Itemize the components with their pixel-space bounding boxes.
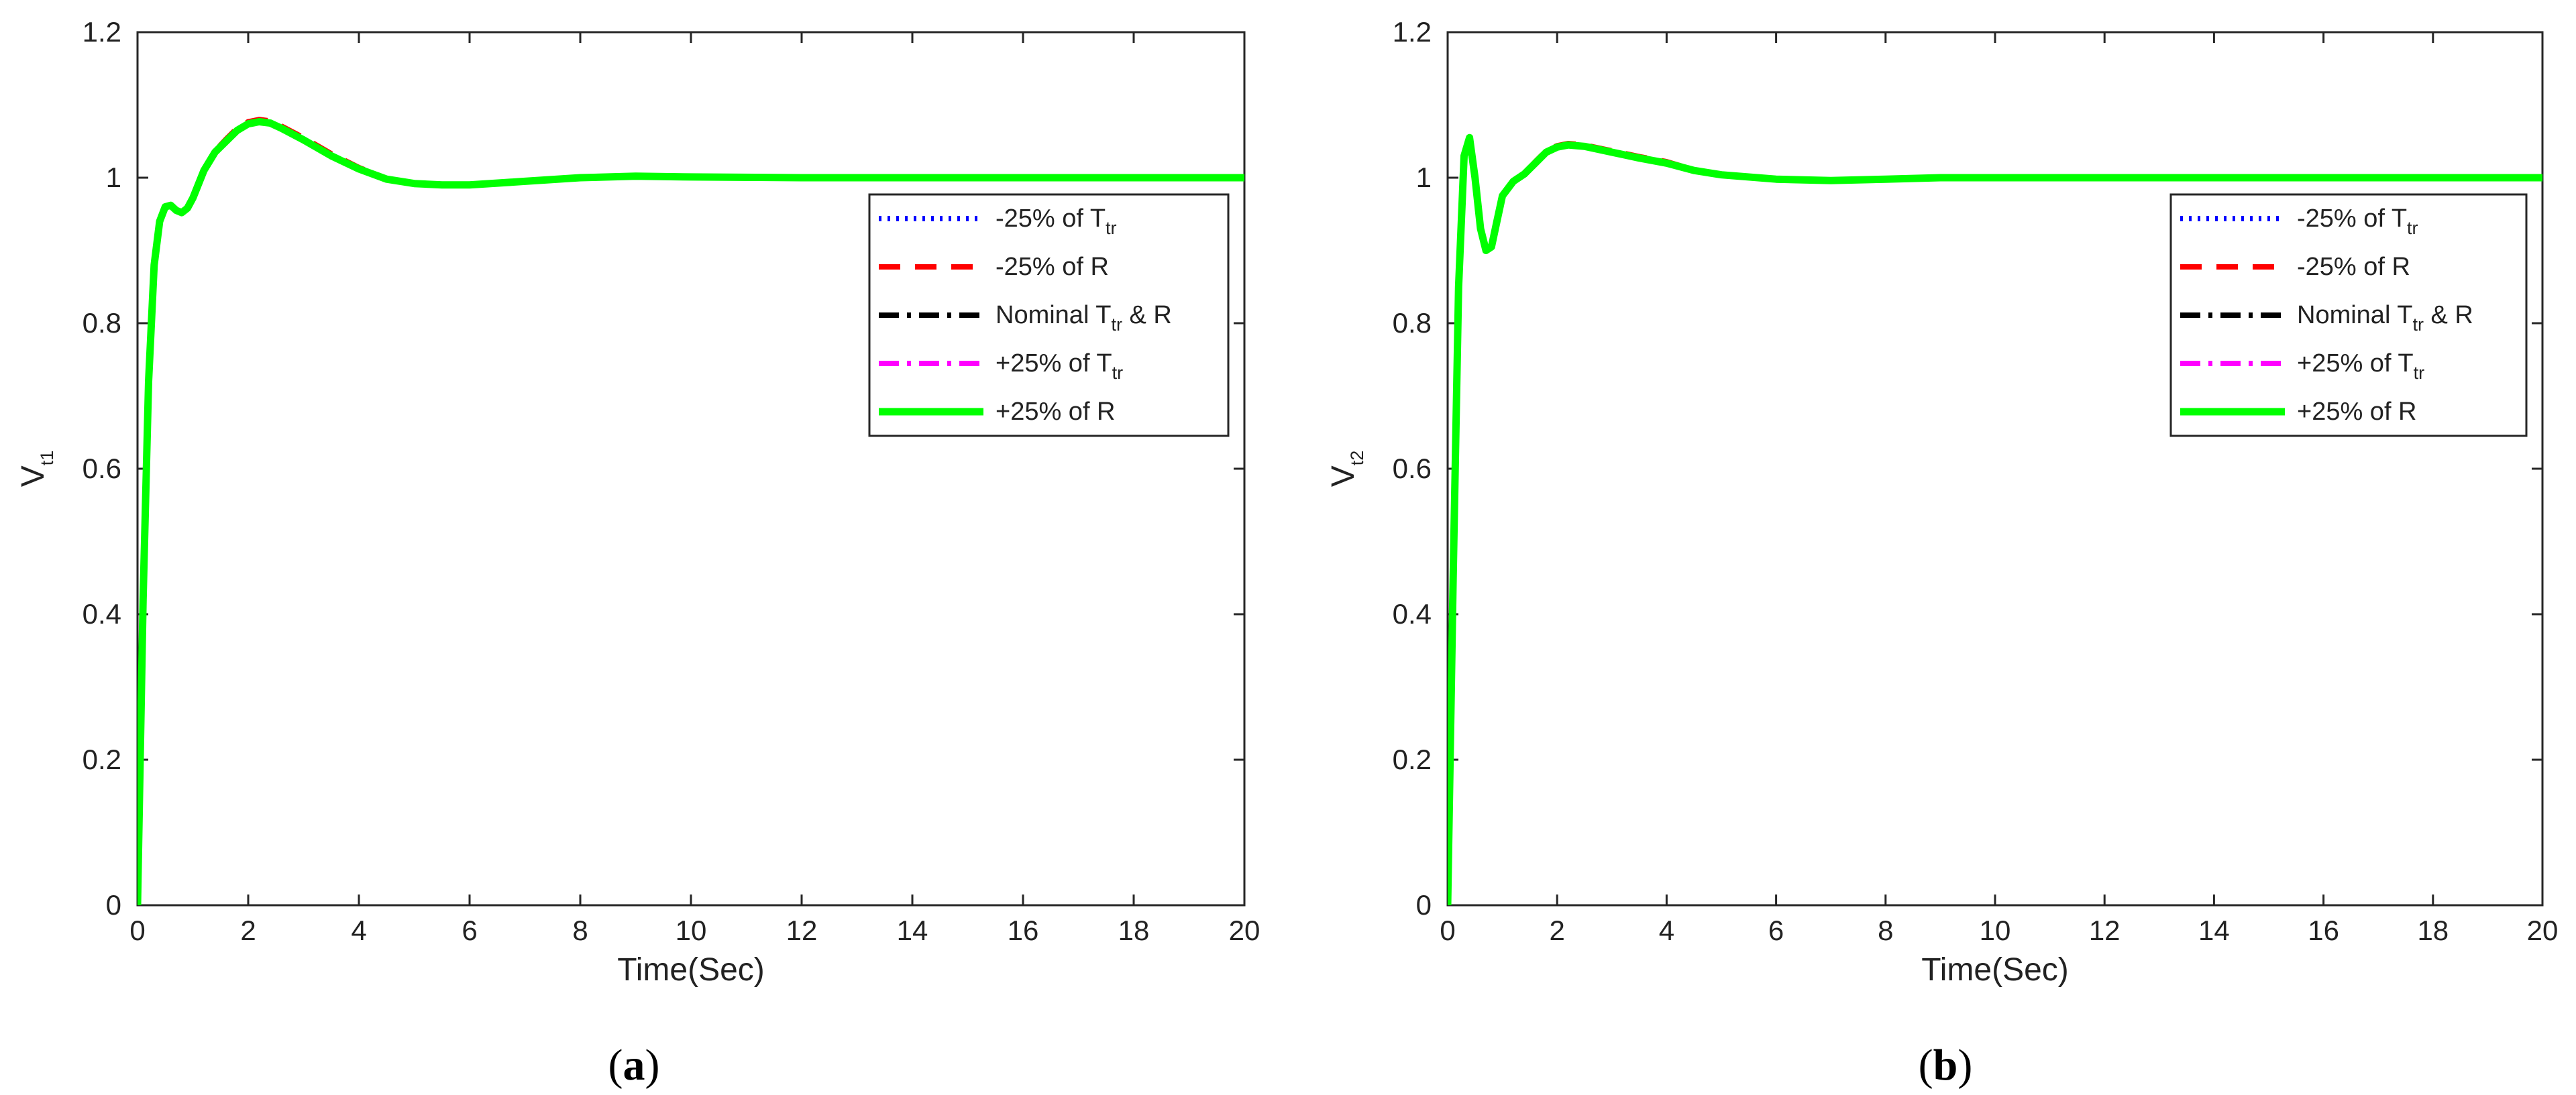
y-tick-label: 1.2 — [83, 16, 121, 48]
legend-label-subscript: tr — [1112, 363, 1124, 383]
y-axis-label-main: V — [1326, 465, 1361, 487]
legend-label-main: -25% of R — [996, 253, 1109, 281]
x-tick-label: 6 — [1768, 915, 1784, 946]
legend-label-suffix: & R — [1122, 301, 1172, 329]
x-tick-label: 8 — [572, 915, 588, 946]
panel-label: (a) — [608, 1041, 660, 1090]
x-tick-label: 2 — [1550, 915, 1565, 946]
y-tick-label: 1 — [1416, 162, 1432, 193]
legend-label-main: Nominal T — [2297, 301, 2412, 329]
x-tick-label: 12 — [786, 915, 818, 946]
legend-entry-label: +25% of R — [996, 398, 1116, 426]
legend-entry-label: +25% of Ttr — [2297, 349, 2424, 383]
x-axis-label: Time(Sec) — [1921, 952, 2069, 988]
y-tick-label: 1.2 — [1393, 16, 1432, 48]
x-tick-label: 2 — [240, 915, 256, 946]
legend-entry-label: Nominal Ttr & R — [996, 301, 1172, 335]
y-tick-label: 0.6 — [1393, 453, 1432, 484]
chart-panel-b: 0 2 4 6 8 10 12 14 16 18 20 0 0.2 0.4 0.6 0.8 1 1.2 Time(S… — [1326, 16, 2558, 1090]
legend-entry-label: +25% of Ttr — [996, 349, 1123, 383]
legend-label-subscript: tr — [2412, 314, 2424, 335]
legend-label-main: -25% of R — [2297, 253, 2410, 281]
y-tick-label: 0.8 — [83, 307, 121, 339]
x-tick-label: 20 — [1229, 915, 1260, 946]
legend-label-subscript: tr — [2407, 218, 2418, 238]
y-tick-label: 0.4 — [1393, 598, 1432, 630]
series-group — [138, 117, 1244, 905]
x-tick-label: 16 — [1008, 915, 1039, 946]
x-tick-label: 18 — [1118, 915, 1150, 946]
panel-label-letter: b — [1933, 1041, 1958, 1090]
panel-label-letter: a — [623, 1041, 645, 1090]
y-axis-label-main: V — [15, 465, 51, 487]
y-tick-label: 0.4 — [83, 598, 121, 630]
legend-label-main: +25% of R — [996, 398, 1116, 426]
x-tick-label: 10 — [1980, 915, 2011, 946]
series-line-4 — [138, 118, 1244, 905]
legend-entry-label: -25% of Ttr — [996, 205, 1117, 238]
legend-label-main: +25% of T — [2297, 349, 2414, 378]
x-tick-label: 4 — [351, 915, 366, 946]
x-tick-label: 14 — [2198, 915, 2230, 946]
legend-entry-label: Nominal Ttr & R — [2297, 301, 2473, 335]
legend-label-main: -25% of T — [996, 205, 1106, 233]
x-tick-label: 16 — [2308, 915, 2339, 946]
x-tick-label: 12 — [2089, 915, 2121, 946]
x-tick-label: 8 — [1878, 915, 1893, 946]
y-tick-label: 0.2 — [1393, 744, 1432, 775]
series-group — [1448, 133, 2542, 905]
legend-entry-label: +25% of R — [2297, 398, 2417, 426]
legend-label-subscript: tr — [1106, 218, 1117, 238]
x-tick-label: 4 — [1659, 915, 1674, 946]
x-tick-label: 6 — [462, 915, 477, 946]
y-axis-label: Vt2 — [1326, 451, 1367, 487]
x-tick-label: 20 — [2527, 915, 2559, 946]
y-tick-label: 0 — [106, 889, 121, 921]
x-tick-label: 18 — [2417, 915, 2449, 946]
y-tick-label: 0.6 — [83, 453, 121, 484]
y-tick-label: 0.2 — [83, 744, 121, 775]
y-tick-label: 0 — [1416, 889, 1432, 921]
x-tick-label: 0 — [1440, 915, 1455, 946]
legend-label-subscript: tr — [1111, 314, 1122, 335]
legend-label-suffix: & R — [2424, 301, 2473, 329]
legend-label-main: +25% of R — [2297, 398, 2417, 426]
legend-label-subscript: tr — [2414, 363, 2425, 383]
y-tick-label: 1 — [106, 162, 121, 193]
x-tick-label: 0 — [129, 915, 145, 946]
legend-entry-label: -25% of Ttr — [2297, 205, 2418, 238]
y-axis-label: Vt1 — [15, 451, 57, 487]
y-tick-label: 0.8 — [1393, 307, 1432, 339]
panel-label: (b) — [1919, 1041, 1973, 1090]
x-tick-label: 14 — [897, 915, 928, 946]
legend-label-main: -25% of T — [2297, 205, 2407, 233]
y-axis-label-subscript: t2 — [1347, 451, 1367, 466]
legend-entry-label: -25% of R — [2297, 253, 2410, 281]
chart-panel-a: 0 2 4 6 8 10 12 14 16 18 20 0 0.2 0.4 0.6 0.8 1 1.2 Time(S… — [15, 16, 1260, 1090]
x-axis-label: Time(Sec) — [617, 952, 765, 988]
series-line-4 — [1448, 133, 2542, 905]
x-tick-label: 10 — [676, 915, 707, 946]
legend-label-main: +25% of T — [996, 349, 1112, 378]
legend-label-main: Nominal T — [996, 301, 1111, 329]
legend-entry-label: -25% of R — [996, 253, 1109, 281]
y-axis-label-subscript: t1 — [37, 451, 57, 466]
